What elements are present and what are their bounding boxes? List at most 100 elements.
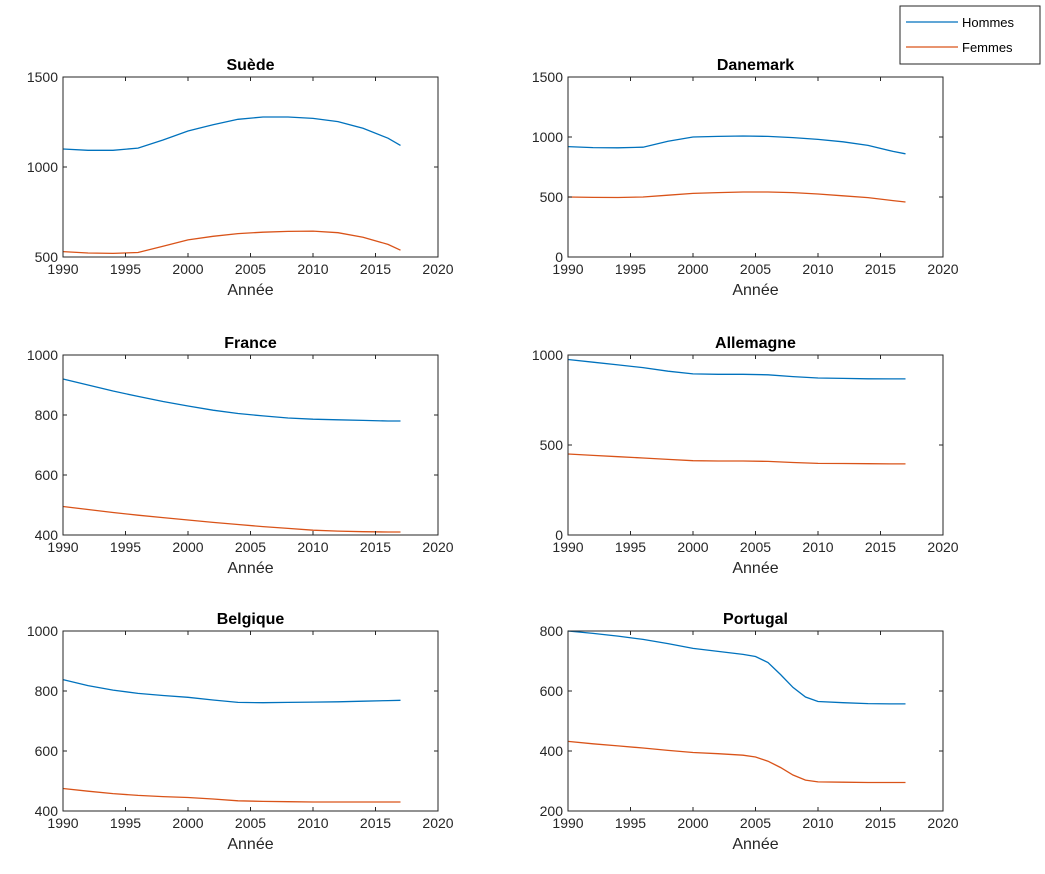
x-tick-label: 2005 bbox=[740, 815, 771, 831]
y-tick-label: 500 bbox=[35, 249, 59, 265]
panel-danemark: 1990 1995 2000 2005 2010 2015 2020 0 500 1000 1500… bbox=[532, 57, 959, 299]
legend-label-femmes: Femmes bbox=[962, 40, 1013, 55]
x-tick-label: 2020 bbox=[422, 539, 453, 555]
panel-title-portugal: Portugal bbox=[723, 611, 788, 628]
y-tick-label: 1000 bbox=[532, 347, 563, 363]
panel-france: 1990 1995 2000 2005 2010 2015 2020 400 600 800 100… bbox=[27, 335, 454, 577]
y-tick-label: 800 bbox=[540, 623, 564, 639]
series-line-femmes-allemagne bbox=[567, 453, 906, 465]
series-line-hommes-belgique bbox=[62, 678, 401, 704]
axes-box-allemagne bbox=[567, 354, 944, 536]
x-tick-label: 2020 bbox=[422, 261, 453, 277]
y-tick-label: 1000 bbox=[532, 129, 563, 145]
y-tick-label: 800 bbox=[35, 683, 59, 699]
legend-label-hommes: Hommes bbox=[962, 15, 1015, 30]
x-tick-label: 2000 bbox=[677, 539, 708, 555]
x-tick-label: 2010 bbox=[802, 261, 833, 277]
x-axis-label-allemagne: Année bbox=[732, 560, 778, 577]
series-line-hommes-suede bbox=[62, 116, 401, 151]
x-tick-label: 2020 bbox=[927, 261, 958, 277]
axes-box-danemark bbox=[567, 76, 944, 258]
legend-box bbox=[899, 5, 1041, 65]
y-tick-label: 1500 bbox=[532, 69, 563, 85]
panel-title-allemagne: Allemagne bbox=[715, 335, 796, 352]
x-tick-label: 2000 bbox=[172, 539, 203, 555]
y-tick-label: 500 bbox=[540, 437, 564, 453]
x-tick-label: 2020 bbox=[927, 539, 958, 555]
x-tick-label: 2015 bbox=[360, 539, 391, 555]
x-tick-label: 1990 bbox=[47, 815, 78, 831]
y-tick-label: 600 bbox=[540, 683, 564, 699]
y-tick-label: 0 bbox=[555, 249, 563, 265]
panel-allemagne: 1990 1995 2000 2005 2010 2015 2020 0 500 1000 Alle… bbox=[532, 335, 959, 577]
series-line-femmes-france bbox=[62, 505, 401, 533]
series-line-femmes-portugal bbox=[567, 740, 906, 784]
x-tick-label: 2005 bbox=[235, 539, 266, 555]
y-tick-label: 600 bbox=[35, 743, 59, 759]
axes-box-france bbox=[62, 354, 439, 536]
y-tick-label: 1000 bbox=[27, 623, 58, 639]
x-tick-label: 2020 bbox=[927, 815, 958, 831]
x-tick-label: 2000 bbox=[677, 261, 708, 277]
x-tick-label: 2000 bbox=[677, 815, 708, 831]
x-tick-label: 2015 bbox=[865, 815, 896, 831]
x-tick-label: 1995 bbox=[615, 815, 646, 831]
x-tick-label: 1990 bbox=[552, 815, 583, 831]
x-tick-label: 2000 bbox=[172, 815, 203, 831]
series-line-femmes-belgique bbox=[62, 787, 401, 803]
legend: Hommes Femmes bbox=[899, 5, 1041, 65]
y-tick-label: 400 bbox=[35, 527, 59, 543]
y-tick-label: 1500 bbox=[27, 69, 58, 85]
y-tick-label: 400 bbox=[540, 743, 564, 759]
y-tick-label: 800 bbox=[35, 407, 59, 423]
panel-suede: 1990 1995 2000 2005 2010 2015 2020 500 1000 1500 S… bbox=[27, 57, 454, 299]
y-tick-label: 600 bbox=[35, 467, 59, 483]
x-tick-label: 2005 bbox=[740, 261, 771, 277]
y-tick-label: 0 bbox=[555, 527, 563, 543]
x-tick-label: 1995 bbox=[615, 261, 646, 277]
x-tick-label: 1990 bbox=[552, 539, 583, 555]
panel-belgique: 1990 1995 2000 2005 2010 2015 2020 400 600 800 100… bbox=[27, 611, 454, 853]
series-line-femmes-suede bbox=[62, 230, 401, 255]
x-axis-label-france: Année bbox=[227, 560, 273, 577]
axes-box-belgique bbox=[62, 630, 439, 812]
x-axis-label-suede: Année bbox=[227, 282, 273, 299]
x-tick-label: 2015 bbox=[360, 815, 391, 831]
chart-panels: 1990 1995 2000 2005 2010 2015 202050010001500S… bbox=[27, 57, 959, 853]
panel-title-belgique: Belgique bbox=[217, 611, 285, 628]
x-tick-label: 2015 bbox=[865, 261, 896, 277]
x-tick-label: 1995 bbox=[110, 539, 141, 555]
y-tick-label: 200 bbox=[540, 803, 564, 819]
axes-box-portugal bbox=[567, 630, 944, 812]
x-axis-label-danemark: Année bbox=[732, 282, 778, 299]
x-tick-label: 1995 bbox=[615, 539, 646, 555]
series-line-hommes-danemark bbox=[567, 135, 906, 155]
x-tick-label: 2010 bbox=[297, 815, 328, 831]
x-tick-label: 1990 bbox=[47, 539, 78, 555]
series-line-hommes-allemagne bbox=[567, 358, 906, 380]
y-tick-label: 1000 bbox=[27, 347, 58, 363]
series-line-hommes-france bbox=[62, 378, 401, 422]
panel-title-france: France bbox=[224, 335, 277, 352]
x-tick-label: 2005 bbox=[740, 539, 771, 555]
panel-title-danemark: Danemark bbox=[717, 57, 794, 74]
y-tick-label: 1000 bbox=[27, 159, 58, 175]
y-tick-label: 400 bbox=[35, 803, 59, 819]
x-tick-label: 2010 bbox=[802, 539, 833, 555]
x-tick-label: 1990 bbox=[47, 261, 78, 277]
axes-box-suede bbox=[62, 76, 439, 258]
series-line-hommes-portugal bbox=[567, 630, 906, 705]
x-tick-label: 2020 bbox=[422, 815, 453, 831]
x-tick-label: 1995 bbox=[110, 261, 141, 277]
x-axis-label-belgique: Année bbox=[227, 836, 273, 853]
x-tick-label: 2005 bbox=[235, 815, 266, 831]
x-tick-label: 2015 bbox=[360, 261, 391, 277]
x-tick-label: 2010 bbox=[297, 539, 328, 555]
panel-portugal: 1990 1995 2000 2005 2010 2015 2020 200 400 600 800… bbox=[540, 611, 959, 853]
x-tick-label: 2005 bbox=[235, 261, 266, 277]
x-axis-label-portugal: Année bbox=[732, 836, 778, 853]
x-tick-label: 1990 bbox=[552, 261, 583, 277]
x-tick-label: 2015 bbox=[865, 539, 896, 555]
panel-title-suede: Suède bbox=[226, 57, 274, 74]
